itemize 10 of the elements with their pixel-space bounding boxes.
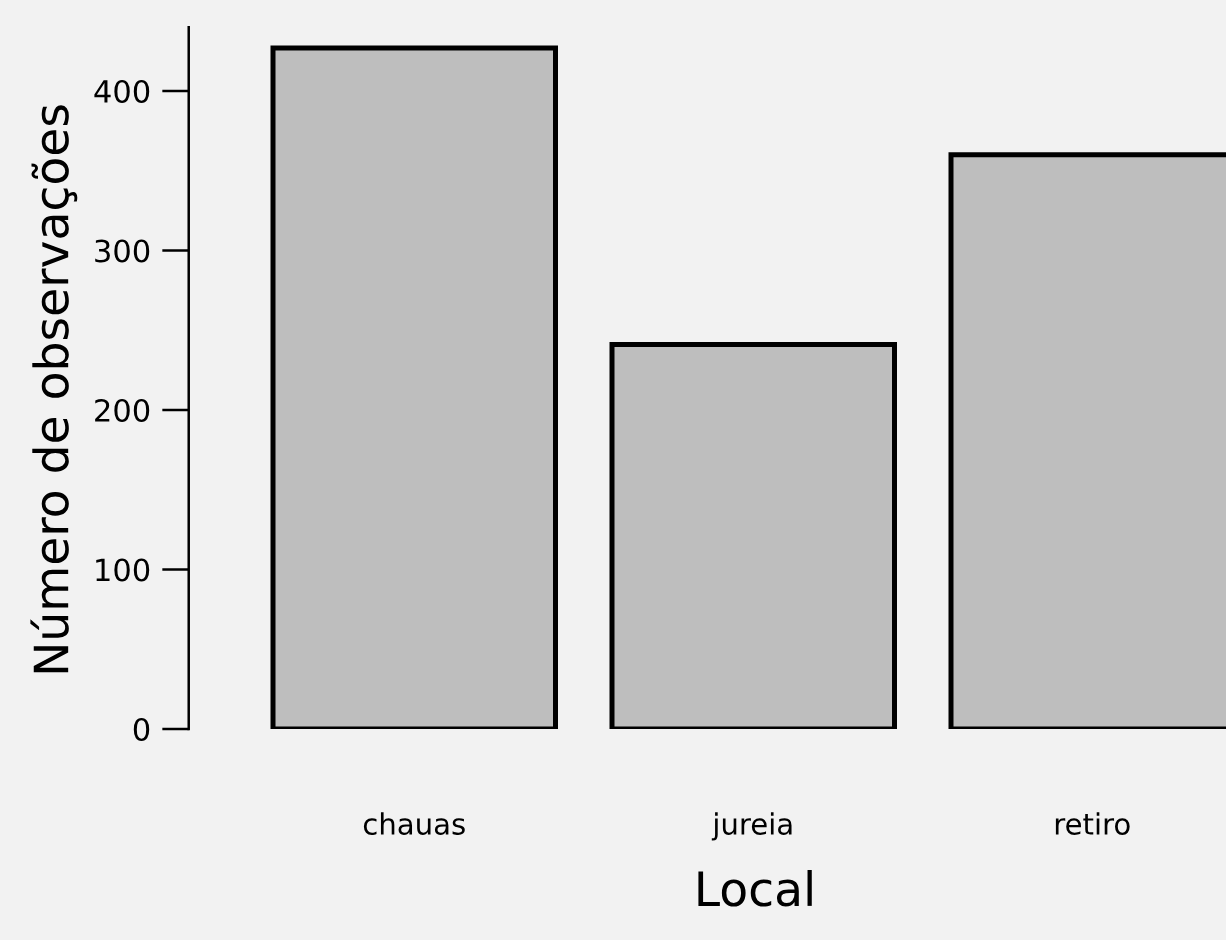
y-axis-title: Número de observações (30, 105, 78, 673)
x-axis-title: Local (698, 870, 812, 907)
x-tick-label: retiro (1055, 812, 1130, 835)
y-tick-label: 0 (133, 717, 150, 742)
y-tick-label: 100 (96, 558, 150, 582)
x-tick-label: jureia (711, 812, 792, 841)
x-tick-label: chauas (363, 812, 465, 835)
y-tick-label: 300 (95, 239, 150, 263)
y-tick-label: 200 (95, 398, 150, 423)
y-tick-label: 400 (94, 79, 150, 104)
